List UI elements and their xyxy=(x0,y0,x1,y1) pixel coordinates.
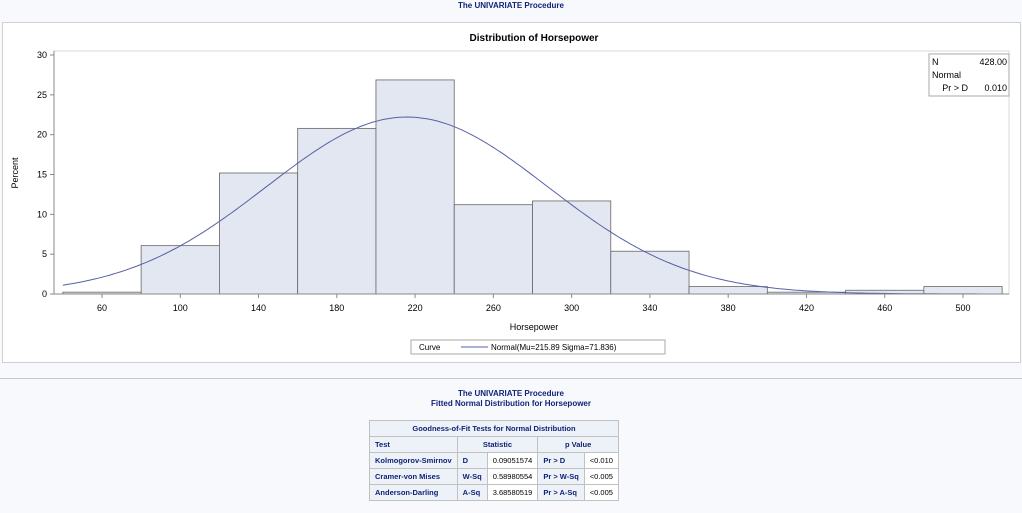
x-axis-label: Horsepower xyxy=(510,322,559,332)
y-tick-label: 10 xyxy=(37,209,47,219)
chart-title: Distribution of Horsepower xyxy=(470,33,599,44)
p-label: Pr > D xyxy=(537,452,585,469)
histogram-bar xyxy=(688,286,768,295)
inset-dist: Normal xyxy=(932,70,961,80)
histogram-bar xyxy=(532,200,612,295)
x-tick-label: 60 xyxy=(97,303,107,313)
stat-value: 0.09051574 xyxy=(486,452,539,469)
stat-value: 0.58980554 xyxy=(486,468,539,485)
histogram-bar xyxy=(453,204,533,295)
p-label: Pr > A-Sq xyxy=(537,484,585,501)
legend-title: Curve xyxy=(419,343,441,352)
stat-value: 3.68580519 xyxy=(486,484,539,501)
x-tick-label: 180 xyxy=(329,303,344,313)
x-tick-label: 220 xyxy=(408,303,423,313)
histogram-bar xyxy=(610,250,690,295)
histogram-panel: Distribution of Horsepower 0 5 10 15 20 25 30 6… xyxy=(2,22,1021,363)
p-value: <0.005 xyxy=(583,484,619,501)
header-p-value: p Value xyxy=(537,436,619,453)
y-tick-label: 0 xyxy=(42,289,47,299)
normal-curve xyxy=(62,116,1003,295)
section-title: The UNIVARIATE Procedure xyxy=(458,389,564,398)
table-row: Kolmogorov-Smirnov D 0.09051574 Pr > D <0.01… xyxy=(369,452,619,469)
header-statistic: Statistic xyxy=(456,436,539,453)
inset-n-value: 428.00 xyxy=(979,57,1007,67)
x-tick-label: 380 xyxy=(721,303,736,313)
histogram-bar xyxy=(297,127,377,295)
x-tick-label: 100 xyxy=(173,303,188,313)
stat-label: D xyxy=(456,452,488,469)
x-tick-label: 500 xyxy=(955,303,970,313)
p-label: Pr > W-Sq xyxy=(537,468,585,485)
histogram-bar xyxy=(375,79,455,295)
inset-p-label: Pr > D xyxy=(942,83,968,93)
procedure-title: The UNIVARIATE Procedure xyxy=(458,1,564,10)
inset-stats: N 428.00 Normal Pr > D 0.010 xyxy=(928,53,1010,97)
test-name: Kolmogorov-Smirnov xyxy=(369,452,458,469)
x-tick-label: 420 xyxy=(799,303,814,313)
histogram-bar xyxy=(140,245,220,295)
y-tick-label: 5 xyxy=(42,249,47,259)
histogram-bar xyxy=(219,172,299,295)
x-tick-label: 300 xyxy=(564,303,579,313)
inset-n-label: N xyxy=(932,57,939,67)
table-caption: Goodness-of-Fit Tests for Normal Distrib… xyxy=(369,420,619,437)
y-axis-label: Percent xyxy=(10,157,20,189)
legend: Curve Normal(Mu=215.89 Sigma=71.836) xyxy=(410,339,666,355)
inset-p-value: 0.010 xyxy=(984,83,1007,93)
test-name: Anderson-Darling xyxy=(369,484,458,501)
stat-label: A-Sq xyxy=(456,484,488,501)
table-row: Cramer-von Mises W-Sq 0.58980554 Pr > W-Sq <… xyxy=(369,468,619,485)
stat-label: W-Sq xyxy=(456,468,488,485)
p-value: <0.010 xyxy=(583,452,619,469)
histogram-chart: Distribution of Horsepower 0 5 10 15 20 25 30 6… xyxy=(10,33,1010,355)
y-tick-label: 25 xyxy=(37,90,47,100)
p-value: <0.005 xyxy=(583,468,619,485)
y-tick-label: 15 xyxy=(37,170,47,180)
y-tick-label: 20 xyxy=(37,130,47,140)
section-subtitle: Fitted Normal Distribution for Horsepowe… xyxy=(430,399,591,408)
histogram-bar xyxy=(923,286,1003,295)
y-tick-label: 30 xyxy=(37,50,47,60)
legend-label: Normal(Mu=215.89 Sigma=71.836) xyxy=(491,343,617,352)
x-tick-label: 260 xyxy=(486,303,501,313)
x-tick-label: 140 xyxy=(251,303,266,313)
table-row: Anderson-Darling A-Sq 3.68580519 Pr > A-Sq <… xyxy=(369,484,619,501)
header-test: Test xyxy=(369,436,458,453)
x-tick-label: 460 xyxy=(877,303,892,313)
test-name: Cramer-von Mises xyxy=(369,468,458,485)
section-divider xyxy=(0,378,1022,379)
x-tick-label: 340 xyxy=(642,303,657,313)
goodness-of-fit-table: Goodness-of-Fit Tests for Normal Distrib… xyxy=(369,420,619,501)
